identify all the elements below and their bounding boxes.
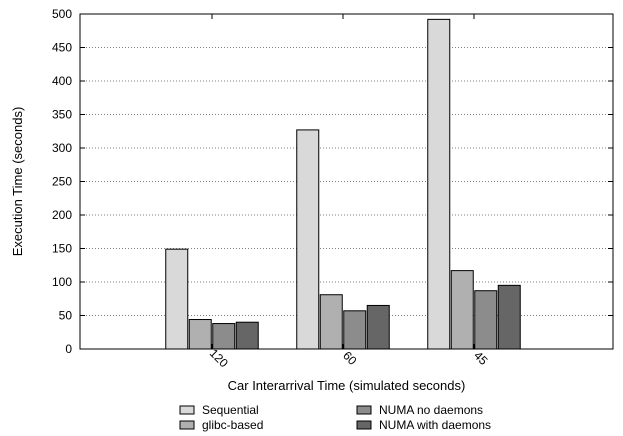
y-tick-label: 350 bbox=[52, 108, 72, 122]
bar-glibc-based-120 bbox=[188, 319, 212, 350]
bar-sequential-45 bbox=[427, 18, 451, 350]
y-axis-label: Execution Time (seconds) bbox=[10, 107, 25, 257]
bar-sequential-60 bbox=[296, 129, 320, 350]
bar-numa-with-daemons-120 bbox=[235, 321, 259, 350]
y-tick-label: 400 bbox=[52, 74, 72, 88]
legend-label: Sequential bbox=[202, 403, 259, 417]
y-tick-label: 300 bbox=[52, 141, 72, 155]
x-tick-label: 45 bbox=[471, 348, 491, 368]
bars bbox=[165, 18, 521, 350]
y-tick-label: 500 bbox=[52, 7, 72, 21]
legend-swatch bbox=[356, 405, 372, 415]
legend-swatch bbox=[179, 420, 195, 430]
y-tick-label: 0 bbox=[65, 342, 72, 356]
bar-numa-with-daemons-60 bbox=[366, 304, 390, 350]
legend-label: glibc-based bbox=[202, 418, 263, 432]
legend-swatch bbox=[179, 405, 195, 415]
y-tick-label: 450 bbox=[52, 41, 72, 55]
legend-swatch bbox=[356, 420, 372, 430]
bar-glibc-based-60 bbox=[319, 294, 343, 350]
bar-sequential-120 bbox=[165, 248, 189, 350]
grid-lines bbox=[80, 47, 613, 316]
bar-glibc-based-45 bbox=[450, 270, 474, 350]
y-tick-label: 150 bbox=[52, 242, 72, 256]
legend-label: NUMA with daemons bbox=[379, 418, 491, 432]
y-tick-label: 100 bbox=[52, 275, 72, 289]
bar-numa-no-daemons-45 bbox=[474, 290, 498, 350]
y-axis: 0 50 100 150 200 250 300 350 400 450 500 bbox=[52, 7, 613, 356]
bar-numa-no-daemons-60 bbox=[343, 310, 367, 350]
x-tick-label: 120 bbox=[207, 346, 231, 370]
y-tick-label: 50 bbox=[59, 309, 73, 323]
bar-numa-no-daemons-120 bbox=[212, 323, 236, 350]
legend-label: NUMA no daemons bbox=[379, 403, 483, 417]
y-tick-label: 250 bbox=[52, 175, 72, 189]
x-tick-label: 60 bbox=[340, 348, 360, 368]
x-axis-label: Car Interarrival Time (simulated seconds… bbox=[228, 378, 466, 393]
bar-numa-with-daemons-45 bbox=[497, 284, 521, 350]
y-tick-label: 200 bbox=[52, 208, 72, 222]
